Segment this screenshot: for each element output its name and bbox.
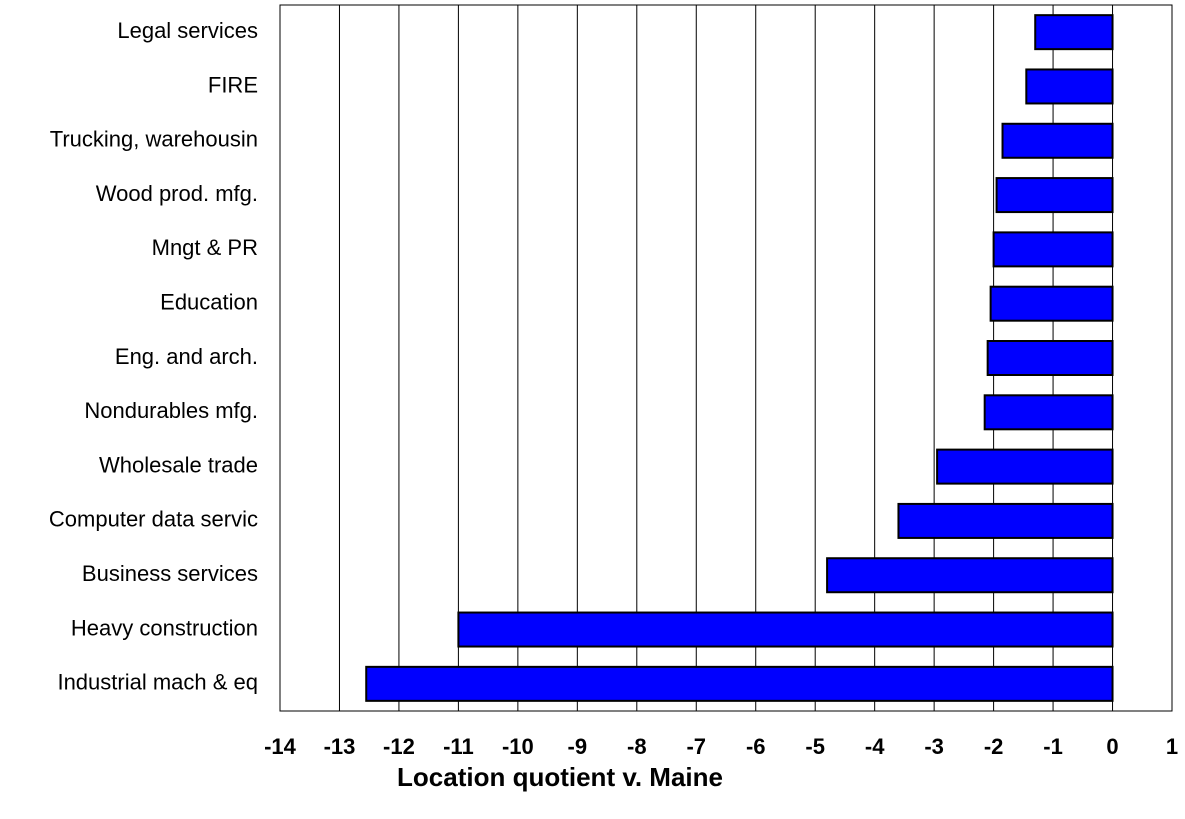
x-tick-label: -10 [502, 734, 534, 759]
x-tick-label: -8 [627, 734, 647, 759]
bar [936, 448, 1114, 485]
bar [826, 557, 1114, 594]
y-tick-label: Wood prod. mfg. [96, 181, 258, 206]
bar [897, 502, 1114, 539]
x-tick-label: -6 [746, 734, 766, 759]
x-axis-title: Location quotient v. Maine [397, 762, 723, 792]
x-tick-label: -4 [865, 734, 885, 759]
x-tick-label: -11 [443, 734, 474, 759]
bar [365, 665, 1114, 702]
x-tick-label: -3 [924, 734, 944, 759]
bar [986, 340, 1114, 376]
y-tick-label: Mngt & PR [152, 235, 258, 260]
y-tick-label: Computer data servic [49, 507, 258, 532]
bar [989, 285, 1114, 322]
plot-border [279, 4, 1173, 712]
x-tick-label: 0 [1106, 734, 1118, 759]
bar [995, 177, 1114, 214]
y-tick-label: Eng. and arch. [115, 344, 258, 369]
y-tick-label: Education [160, 290, 258, 315]
bar [1001, 122, 1114, 159]
x-tick-label: -5 [805, 734, 825, 759]
x-tick-label: -9 [568, 734, 588, 759]
y-tick-label: Industrial mach & eq [57, 670, 258, 695]
x-tick-label: -2 [984, 734, 1004, 759]
bar [992, 231, 1114, 268]
y-tick-label: Trucking, warehousin [50, 127, 258, 152]
y-tick-label: Legal services [117, 18, 258, 43]
x-tick-label: -7 [686, 734, 706, 759]
y-tick-label: FIRE [208, 72, 258, 97]
x-tick-label: -1 [1043, 734, 1063, 759]
bar [1025, 68, 1114, 105]
y-tick-label: Business services [82, 561, 258, 586]
x-tick-label: 1 [1166, 734, 1178, 759]
y-tick-label: Wholesale trade [99, 452, 258, 477]
y-tick-label: Heavy construction [71, 615, 258, 640]
bar [983, 394, 1114, 431]
x-tick-label: -12 [383, 734, 415, 759]
x-tick-label: -14 [264, 734, 297, 759]
y-tick-label: Nondurables mfg. [84, 398, 258, 423]
bar [457, 611, 1114, 648]
bar [1034, 14, 1114, 51]
x-tick-label: -13 [324, 734, 356, 759]
